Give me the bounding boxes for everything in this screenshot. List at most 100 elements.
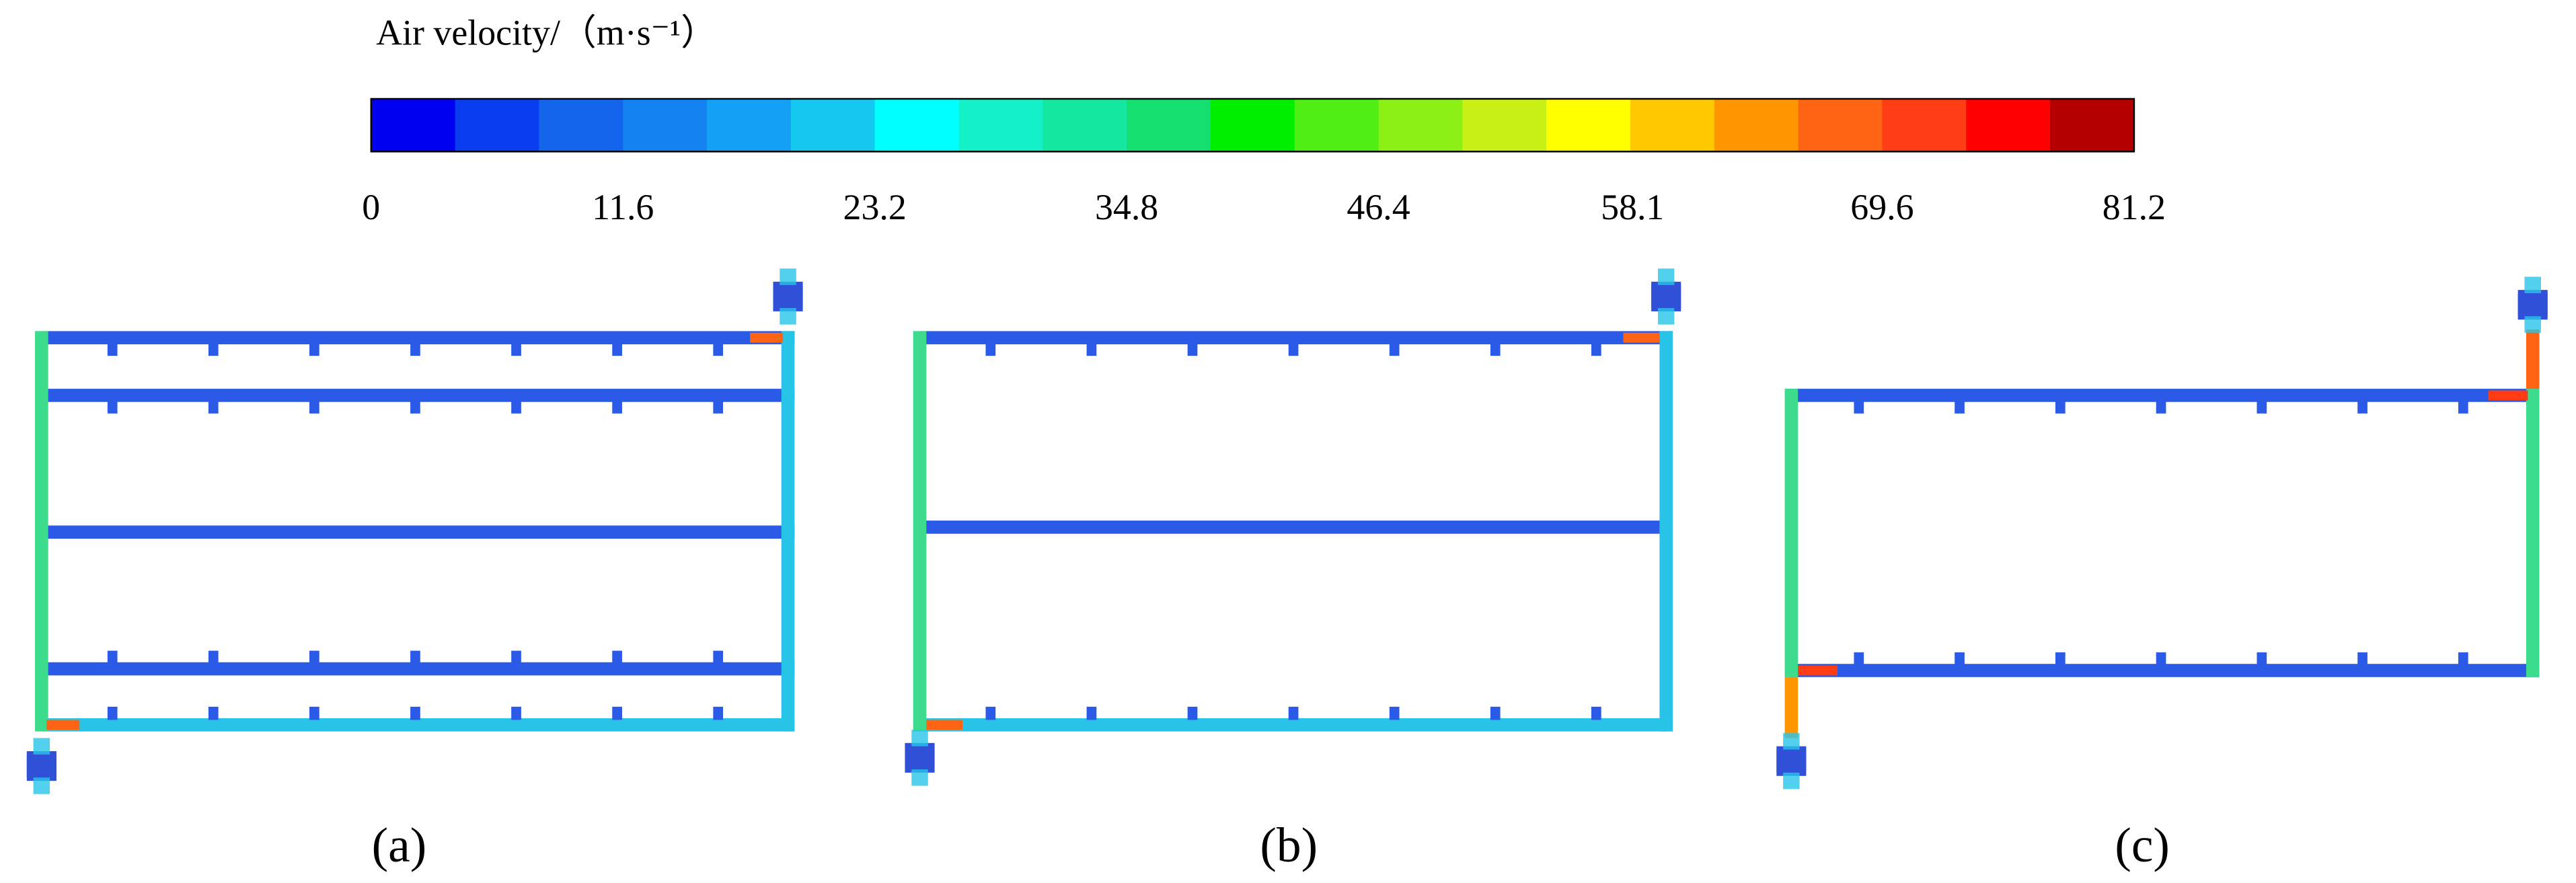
branch-stub	[208, 650, 219, 664]
connector	[905, 746, 935, 769]
colorbar-tick-label: 81.2	[2103, 187, 2166, 227]
branch-stub	[2257, 652, 2267, 666]
branch-stub	[612, 706, 622, 720]
branch-stub	[1591, 706, 1601, 720]
pipe	[1788, 664, 2540, 677]
branch-stub	[309, 400, 319, 414]
panel-label: (b)	[1260, 818, 1318, 872]
colorbar-segment	[1043, 98, 1128, 152]
colorbar-segment	[1630, 98, 1716, 152]
branch-stub	[2055, 652, 2066, 666]
branch-stub	[2055, 400, 2066, 414]
colorbar-segment	[371, 98, 456, 152]
branch-stub	[1288, 342, 1299, 356]
branch-stub	[511, 650, 521, 664]
branch-stub	[107, 706, 118, 720]
branch-stub	[612, 400, 622, 414]
pipe	[1784, 389, 1798, 677]
pipe	[41, 331, 795, 344]
branch-stub	[1490, 342, 1501, 356]
pipe	[2526, 329, 2540, 389]
hotspot	[2488, 390, 2528, 401]
colorbar-frame	[370, 98, 2135, 153]
colorbar: 0 11.6 23.2 34.8 46.4 58.1 69.6 81.2	[362, 98, 2166, 227]
colorbar-tick-label: 58.1	[1601, 187, 1664, 227]
colorbar-tick-label: 23.2	[843, 187, 907, 227]
branch-stub	[107, 400, 118, 414]
colorbar-segment	[1210, 98, 1295, 152]
branch-stub	[1389, 706, 1400, 720]
colorbar-tick-label: 46.4	[1347, 187, 1410, 227]
branch-stub	[2257, 400, 2267, 414]
pipe	[913, 331, 927, 732]
branch-stub	[1591, 342, 1601, 356]
pipe	[919, 521, 1673, 534]
colorbar-title: Air velocity/（m·s⁻¹）	[376, 12, 717, 52]
colorbar-segment	[707, 98, 792, 152]
branch-stub	[511, 706, 521, 720]
branch-stub	[410, 706, 420, 720]
pipe	[41, 525, 795, 539]
pipe	[781, 331, 795, 732]
colorbar-segment	[1882, 98, 1967, 152]
branch-stub	[208, 342, 219, 356]
panel-label: (a)	[372, 818, 427, 872]
branch-stub	[1854, 652, 1864, 666]
pipe	[41, 718, 795, 732]
branch-stub	[2156, 400, 2166, 414]
branch-stub	[1086, 342, 1097, 356]
branch-stub	[713, 706, 724, 720]
pipe	[35, 331, 48, 732]
branch-stub	[1187, 342, 1198, 356]
colorbar-segment	[1798, 98, 1883, 152]
colorbar-segment	[1378, 98, 1464, 152]
connector	[773, 284, 803, 309]
branch-stub	[2357, 400, 2367, 414]
colorbar-segment	[455, 98, 540, 152]
branch-stub	[1955, 652, 1965, 666]
branch-stub	[985, 342, 996, 356]
colorbar-tick-label: 34.8	[1095, 187, 1158, 227]
colorbar-tick-label: 11.6	[592, 187, 654, 227]
connector	[1776, 749, 1807, 773]
branch-stub	[410, 342, 420, 356]
branch-stub	[511, 342, 521, 356]
hotspot	[926, 720, 963, 730]
colorbar-segment	[1546, 98, 1632, 152]
branch-stub	[1854, 400, 1864, 414]
branch-stub	[208, 706, 219, 720]
colorbar-segment	[1127, 98, 1212, 152]
hotspot	[1623, 332, 1660, 343]
branch-stub	[2458, 400, 2468, 414]
pipe-networks	[26, 268, 2548, 794]
pipe	[1659, 331, 1673, 732]
branch-stub	[612, 342, 622, 356]
hotspot	[46, 720, 80, 730]
hotspot	[750, 332, 784, 343]
pipe	[41, 389, 795, 402]
pipe	[41, 662, 795, 676]
branch-stub	[1086, 706, 1097, 720]
branch-stub	[1490, 706, 1501, 720]
branch-stub	[309, 650, 319, 664]
colorbar-segment	[2050, 98, 2135, 152]
branch-stub	[2357, 652, 2367, 666]
branch-stub	[208, 400, 219, 414]
pipe	[1784, 677, 1798, 738]
panel-label: (c)	[2115, 818, 2170, 872]
branch-stub	[410, 650, 420, 664]
colorbar-segment	[1966, 98, 2051, 152]
colorbar-tick-label: 69.6	[1850, 187, 1914, 227]
branch-stub	[2156, 652, 2166, 666]
colorbar-segment	[623, 98, 708, 152]
colorbar-segment	[1714, 98, 1799, 152]
pipe	[919, 718, 1673, 732]
branch-stub	[1288, 706, 1299, 720]
branch-stub	[1389, 342, 1400, 356]
branch-stub	[1955, 400, 1965, 414]
branch-stub	[612, 650, 622, 664]
colorbar-segment	[958, 98, 1044, 152]
branch-stub	[309, 342, 319, 356]
branch-stub	[511, 400, 521, 414]
